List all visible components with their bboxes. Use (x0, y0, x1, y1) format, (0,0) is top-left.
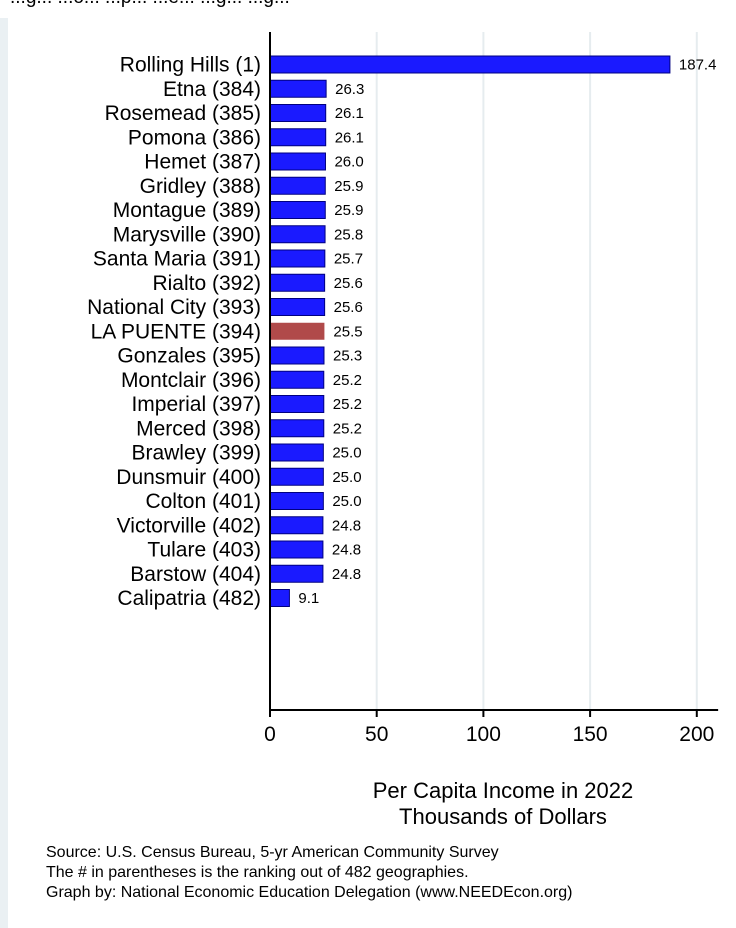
category-label: National City (393) (87, 296, 261, 319)
value-label: 26.3 (335, 81, 364, 98)
category-label: Marysville (390) (113, 223, 261, 246)
category-label: Hemet (387) (144, 151, 261, 174)
value-label: 187.4 (679, 57, 717, 74)
category-label: Gonzales (395) (117, 345, 261, 368)
value-label: 24.8 (332, 566, 361, 583)
category-label: Dunsmuir (400) (116, 466, 261, 489)
clipped-header-text: ...g... ...o... ...p... ...e... ...g... … (10, 0, 290, 9)
value-label: 25.6 (334, 299, 363, 316)
value-label: 25.6 (334, 275, 363, 292)
x-tick-label: 150 (573, 723, 608, 746)
value-label: 25.9 (334, 178, 363, 195)
category-label: LA PUENTE (394) (91, 320, 261, 343)
category-label: Rosemead (385) (105, 102, 261, 125)
value-label: 25.2 (333, 420, 362, 437)
category-label: Rolling Hills (1) (120, 54, 261, 77)
clipped-header-strip: ...g... ...o... ...p... ...e... ...g... … (0, 0, 736, 18)
category-label: Montague (389) (113, 199, 261, 222)
bar (269, 419, 325, 438)
x-axis-title-line2: Thousands of Dollars (399, 804, 607, 829)
category-label: Santa Maria (391) (93, 248, 261, 271)
category-label: Colton (401) (145, 490, 261, 513)
value-label: 24.8 (332, 542, 361, 559)
bar (269, 128, 327, 147)
value-label: 25.2 (333, 372, 362, 389)
bar (269, 516, 324, 535)
x-axis-title-line1: Per Capita Income in 2022 (372, 778, 634, 803)
category-label: Brawley (399) (131, 442, 261, 465)
category-label: Imperial (397) (131, 393, 261, 416)
category-label: Rialto (392) (152, 272, 261, 295)
bar (269, 370, 325, 389)
bar (269, 467, 324, 486)
bar (269, 55, 671, 74)
category-label: Etna (384) (163, 78, 261, 101)
bar (269, 273, 326, 292)
value-label: 25.9 (334, 202, 363, 219)
bar (269, 225, 326, 244)
value-label: 25.2 (333, 396, 362, 413)
value-label: 26.0 (334, 154, 363, 171)
value-label: 25.3 (333, 348, 362, 365)
x-tick-label: 100 (466, 723, 501, 746)
bar (269, 395, 325, 413)
category-label: Calipatria (482) (117, 587, 261, 610)
category-label: Tulare (403) (147, 539, 261, 562)
value-label: 25.7 (334, 251, 363, 268)
category-label: Pomona (386) (128, 126, 261, 149)
value-label: 25.5 (333, 323, 362, 340)
category-label: Victorville (402) (117, 514, 261, 537)
bar-chart: Rolling Hills (1) 187.4 Etna (384) 26.3 Rose… (87, 32, 719, 746)
category-label: Montclair (396) (121, 369, 261, 392)
value-label: 24.8 (332, 517, 361, 534)
bar (269, 104, 327, 122)
x-tick-label: 50 (365, 723, 388, 746)
chart-panel: Rolling Hills (1) 187.4 Etna (384) 26.3 Rose… (8, 18, 736, 928)
ranking-note: The # in parentheses is the ranking out … (46, 864, 469, 881)
bar (269, 540, 324, 559)
bar (269, 176, 326, 195)
bar (269, 152, 326, 171)
bar (269, 492, 324, 510)
bar (269, 589, 290, 607)
x-tick-label: 0 (264, 723, 276, 746)
value-label: 25.0 (332, 445, 361, 462)
source-note: Source: U.S. Census Bureau, 5-yr America… (46, 844, 499, 861)
value-label: 25.8 (334, 226, 363, 243)
credit-note: Graph by: National Economic Education De… (46, 884, 573, 901)
bar (269, 298, 326, 316)
bar (269, 564, 324, 583)
value-label: 26.1 (335, 129, 364, 146)
bar (269, 346, 325, 365)
value-label: 26.1 (335, 105, 364, 122)
bar (269, 201, 326, 219)
value-label: 25.0 (332, 469, 361, 486)
bar (269, 249, 326, 268)
bar (269, 79, 327, 98)
x-tick-label: 200 (679, 723, 714, 746)
value-label: 25.0 (332, 493, 361, 510)
bar (269, 443, 324, 462)
bar (270, 322, 325, 340)
value-label: 9.1 (298, 590, 319, 607)
category-label: Gridley (388) (140, 175, 261, 198)
category-label: Barstow (404) (130, 563, 261, 586)
category-label: Merced (398) (136, 417, 261, 440)
